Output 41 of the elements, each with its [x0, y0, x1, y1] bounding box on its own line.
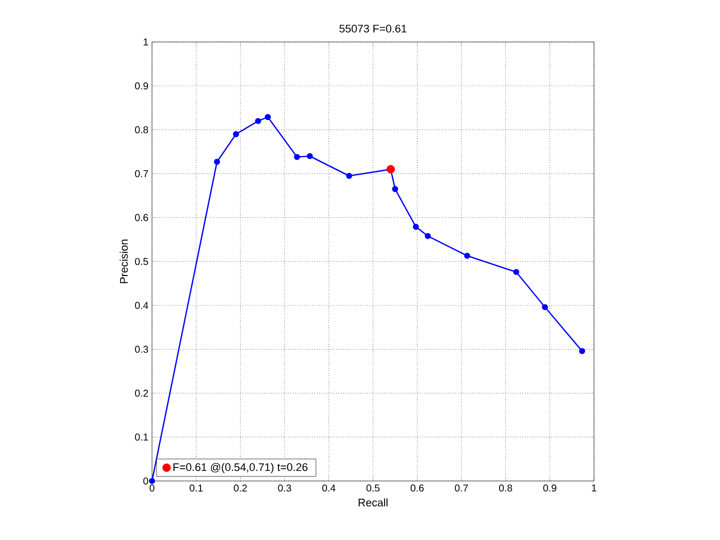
- point: [412, 224, 419, 230]
- y-tick-label: 0.6: [135, 214, 148, 222]
- point: [148, 478, 156, 484]
- point: [255, 118, 262, 124]
- y-tick-label: 0.5: [135, 258, 148, 266]
- y-tick-label: 0.1: [135, 434, 148, 441]
- legend-label: F=0.61 @(0.54,0.71) t=0.26: [173, 462, 308, 474]
- point: [513, 268, 520, 276]
- point: [464, 252, 470, 259]
- point: [392, 186, 398, 192]
- x-tick-label: 0.8: [499, 484, 512, 492]
- y-tick-label: 0.8: [135, 126, 148, 134]
- point: [424, 232, 431, 240]
- y-tick-label: 0.7: [135, 170, 148, 178]
- y-tick-label: 0.4: [135, 302, 148, 309]
- point: [306, 153, 313, 160]
- point: [294, 154, 300, 160]
- point: [214, 158, 220, 165]
- x-tick-label: 0.4: [322, 484, 336, 492]
- x-tick-label: 0.6: [410, 484, 424, 492]
- x-tick-label: 0: [150, 484, 154, 492]
- x-tick-label: 0.5: [366, 484, 380, 492]
- point: [264, 114, 271, 120]
- x-tick-label: 0.7: [454, 484, 468, 492]
- point: [579, 348, 586, 354]
- y-tick-label: 0.3: [135, 346, 148, 353]
- x-tick-label: 0.3: [278, 484, 292, 492]
- x-tick-label: 0.9: [543, 484, 556, 492]
- x-tick-label: 0.2: [234, 484, 247, 492]
- y-tick-label: 0: [143, 477, 148, 485]
- y-tick-label: 0.2: [135, 390, 148, 397]
- point: [542, 304, 548, 310]
- x-tick-label: 0.1: [190, 484, 203, 492]
- y-tick-label: 0.9: [135, 82, 148, 90]
- y-axis-title: Precision: [120, 240, 128, 284]
- y-tick-label: 1: [144, 38, 148, 46]
- point: [346, 172, 352, 179]
- x-tick-label: 1: [592, 484, 596, 492]
- x-axis-title: Recall: [358, 498, 388, 506]
- chart-title: 55073 F=0.61: [339, 24, 406, 32]
- point: [232, 131, 240, 138]
